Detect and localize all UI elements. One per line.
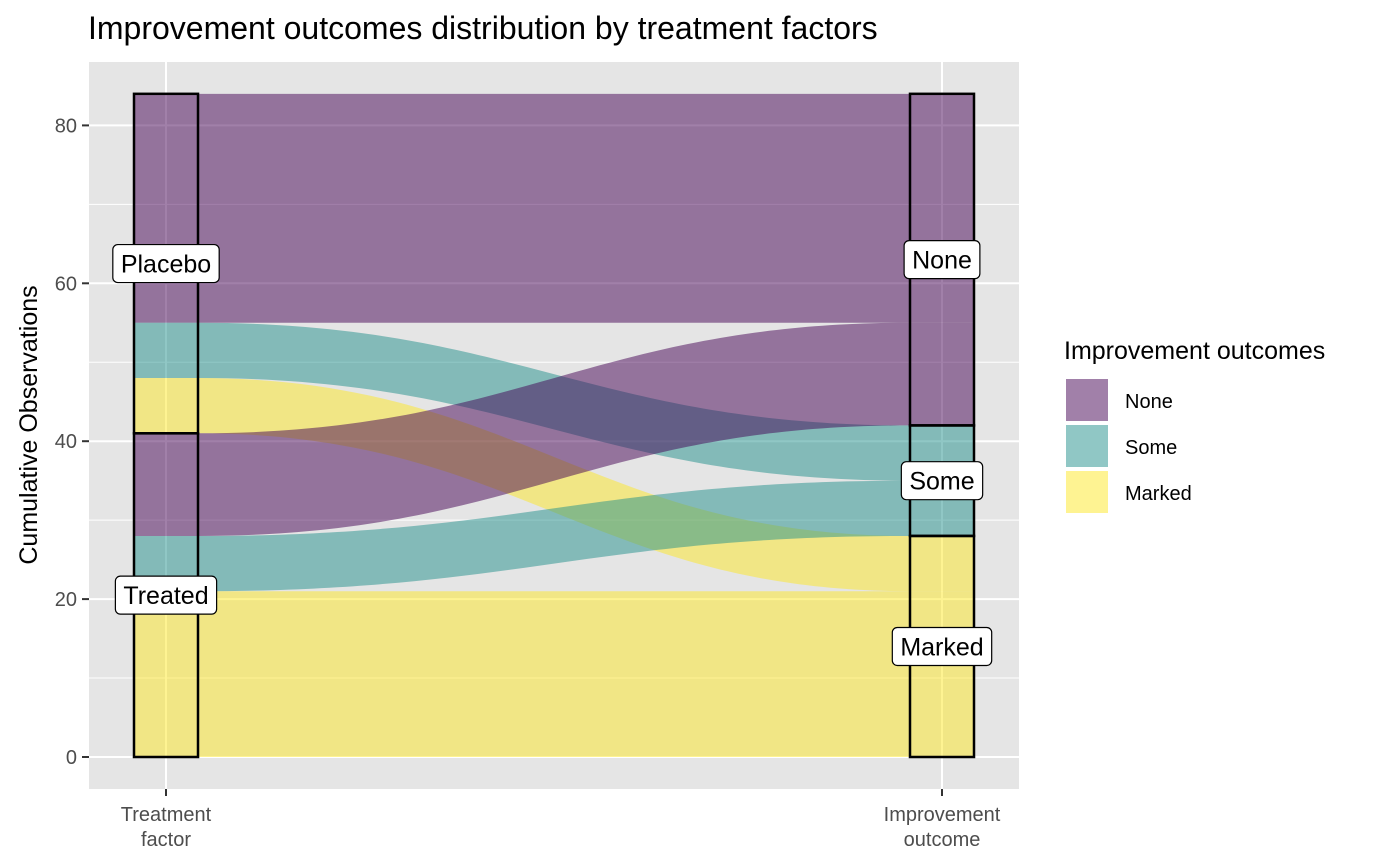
stratum-label-some: Some [900, 461, 984, 501]
y-tick-label: 0 [66, 747, 77, 769]
chart-title: Improvement outcomes distribution by tre… [88, 10, 878, 46]
flow-treated-to-marked [134, 591, 974, 757]
legend: Improvement outcomes None Some Marked [1064, 337, 1325, 515]
stratum-label-box [891, 626, 993, 667]
stratum-label-box [112, 243, 220, 284]
flow-treated-to-none [134, 322, 974, 536]
stratum-label-box [114, 575, 218, 615]
legend-label-none: None [1125, 391, 1173, 413]
stratum-label-box [900, 461, 984, 501]
stratum-label-none: None [903, 240, 981, 280]
x-tick-label-improvement: Improvement [884, 804, 1001, 826]
flow-placebo-to-none [134, 93, 974, 323]
x-tick-label-treatment: Treatment [121, 804, 212, 826]
legend-key-marked [1064, 469, 1110, 515]
stratum-label-box [903, 240, 981, 280]
legend-label-marked: Marked [1125, 483, 1192, 505]
y-tick-label: 40 [55, 431, 77, 453]
y-axis-title: Cumulative Observations [15, 285, 43, 564]
flows [134, 93, 974, 757]
y-tick-label: 60 [55, 273, 77, 295]
x-tick-label-treatment: factor [141, 829, 191, 851]
legend-label-some: Some [1125, 437, 1177, 459]
stratum-label-text: Placebo [121, 251, 211, 279]
x-axis: Treatment factor Improvement outcome [121, 789, 1001, 851]
stratum-label-text: Some [909, 468, 974, 496]
x-tick-label-improvement: outcome [904, 829, 981, 851]
stratum-label-text: Treated [123, 582, 208, 610]
stratum-label-placebo: Placebo [112, 243, 220, 284]
stratum-label-marked: Marked [891, 626, 993, 667]
y-axis: 0 20 40 60 80 [55, 115, 89, 769]
stratum-label-text: None [912, 247, 972, 275]
y-tick-label: 20 [55, 589, 77, 611]
flow-treated-to-some [134, 480, 974, 592]
legend-key-some [1064, 423, 1110, 469]
stratum-label-treated: Treated [114, 575, 218, 615]
legend-key-none [1064, 377, 1110, 423]
legend-title: Improvement outcomes [1064, 337, 1325, 365]
stratum-label-text: Marked [900, 633, 983, 661]
y-tick-label: 80 [55, 115, 77, 137]
stratum-labels: Placebo Treated None Some Marked [112, 240, 993, 667]
